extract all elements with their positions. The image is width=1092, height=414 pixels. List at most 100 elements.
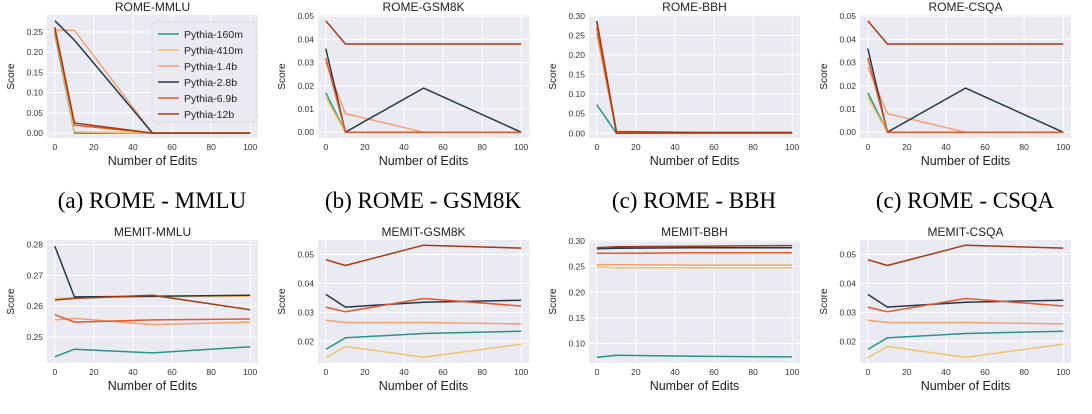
subfigure-caption: (c) ROME - BBH xyxy=(612,188,776,213)
y-tick-label: 0.01 xyxy=(297,104,314,114)
y-tick-label: 0.04 xyxy=(297,278,314,288)
chart-title: ROME-CSQA xyxy=(928,0,1002,14)
x-tick-label: 0 xyxy=(865,142,870,152)
x-tick-label: 60 xyxy=(980,142,990,152)
y-tick-label: 0.05 xyxy=(297,11,314,21)
series-line-pythia-1-4b xyxy=(325,319,522,325)
subfigure-caption: (c) ROME - CSQA xyxy=(876,188,1055,213)
x-tick-label: 80 xyxy=(206,142,216,152)
y-tick-label: 0.03 xyxy=(297,58,314,68)
y-tick-label: 0.01 xyxy=(839,104,856,114)
series-line-pythia-160m xyxy=(325,330,522,351)
x-tick-label: 0 xyxy=(323,142,328,152)
chart-panel-5: 0 20 40 60 80 100 0.25 0.26 0.27 0.28 MEMIT-MMLU Nu… xyxy=(6,225,258,393)
series-line-pythia-410m xyxy=(325,343,522,359)
series-line-pythia-160m xyxy=(54,345,251,358)
y-axis-label: Score xyxy=(6,288,17,315)
x-tick-label: 40 xyxy=(670,142,680,152)
x-tick-label: 100 xyxy=(785,367,799,377)
legend-entry: Pythia-2.8b xyxy=(184,77,237,89)
x-tick-label: 20 xyxy=(902,142,912,152)
y-tick-label: 0.10 xyxy=(568,89,585,99)
x-tick-label: 100 xyxy=(1056,367,1070,377)
x-tick-label: 0 xyxy=(594,142,599,152)
x-tick-label: 100 xyxy=(785,142,799,152)
y-tick-label: 0.04 xyxy=(297,34,314,44)
subfigure-caption: (a) ROME - MMLU xyxy=(58,188,247,213)
x-tick-label: 0 xyxy=(594,367,599,377)
y-tick-label: 0.10 xyxy=(26,88,43,98)
y-axis-label: Score xyxy=(548,63,559,90)
y-tick-label: 0.05 xyxy=(26,108,43,118)
x-tick-label: 100 xyxy=(243,142,257,152)
series-line-pythia-12b xyxy=(867,20,1064,45)
y-axis-label: Score xyxy=(819,288,830,315)
x-axis-label: Number of Edits xyxy=(921,154,1011,168)
x-tick-label: 40 xyxy=(941,367,951,377)
series-line-pythia-2-8b xyxy=(325,48,522,133)
subfigure-caption: (b) ROME - GSM8K xyxy=(325,188,522,213)
x-tick-label: 60 xyxy=(438,367,448,377)
chart-title: MEMIT-GSM8K xyxy=(381,225,465,239)
series-line-pythia-6-9b xyxy=(867,57,1064,133)
chart-title: ROME-GSM8K xyxy=(382,0,464,14)
x-tick-label: 20 xyxy=(631,367,641,377)
series-line-pythia-1-4b xyxy=(596,263,793,266)
y-tick-label: 0.05 xyxy=(839,249,856,259)
x-tick-label: 60 xyxy=(167,367,177,377)
x-axis-label: Number of Edits xyxy=(379,379,469,393)
series-line-pythia-6-9b xyxy=(596,252,793,255)
x-axis-label: Number of Edits xyxy=(379,154,469,168)
series-line-pythia-12b xyxy=(325,244,522,267)
x-tick-label: 80 xyxy=(748,142,758,152)
y-tick-label: 0.25 xyxy=(568,262,585,272)
series-line-pythia-12b xyxy=(867,244,1064,267)
y-axis-label: Score xyxy=(548,288,559,315)
series-line-pythia-410m xyxy=(867,343,1064,359)
legend-entry: Pythia-410m xyxy=(184,45,243,57)
y-tick-label: 0.05 xyxy=(568,109,585,119)
x-axis-label: Number of Edits xyxy=(650,154,740,168)
y-tick-label: 0.20 xyxy=(568,50,585,60)
y-tick-label: 0.00 xyxy=(26,128,43,138)
y-tick-label: 0.05 xyxy=(839,11,856,21)
series-line-pythia-2-8b xyxy=(596,246,793,250)
y-tick-label: 0.20 xyxy=(26,47,43,57)
y-tick-label: 0.25 xyxy=(26,27,43,37)
x-axis-label: Number of Edits xyxy=(921,379,1011,393)
series-line-pythia-12b xyxy=(596,244,793,249)
x-axis-label: Number of Edits xyxy=(108,379,198,393)
y-tick-label: 0.00 xyxy=(297,127,314,137)
chart-title: MEMIT-MMLU xyxy=(114,225,191,239)
y-tick-label: 0.03 xyxy=(297,307,314,317)
y-tick-label: 0.02 xyxy=(297,336,314,346)
x-tick-label: 100 xyxy=(1056,142,1070,152)
x-tick-label: 100 xyxy=(243,367,257,377)
x-tick-label: 0 xyxy=(865,367,870,377)
x-tick-label: 60 xyxy=(709,367,719,377)
chart-panel-4: 0 20 40 60 80 100 0.00 0.01 0.02 0.03 0.04 0.05 ROME… xyxy=(819,0,1071,168)
x-tick-label: 60 xyxy=(709,142,719,152)
series-line-pythia-160m xyxy=(867,330,1064,351)
chart-title: MEMIT-CSQA xyxy=(927,225,1003,239)
x-tick-label: 60 xyxy=(980,367,990,377)
x-tick-label: 100 xyxy=(514,142,528,152)
y-tick-label: 0.27 xyxy=(26,270,43,280)
legend-box xyxy=(151,21,257,123)
plot-area xyxy=(47,240,258,363)
x-tick-label: 20 xyxy=(360,142,370,152)
x-tick-label: 60 xyxy=(438,142,448,152)
y-tick-label: 0.05 xyxy=(297,249,314,259)
y-tick-label: 0.00 xyxy=(839,127,856,137)
series-line-pythia-1-4b xyxy=(867,319,1064,325)
x-tick-label: 0 xyxy=(323,367,328,377)
series-line-pythia-12b xyxy=(325,20,522,45)
x-axis-label: Number of Edits xyxy=(108,154,198,168)
y-axis-label: Score xyxy=(277,63,288,90)
x-tick-label: 40 xyxy=(128,142,138,152)
y-tick-label: 0.25 xyxy=(26,332,43,342)
y-tick-label: 0.04 xyxy=(839,34,856,44)
x-axis-label: Number of Edits xyxy=(650,379,740,393)
y-tick-label: 0.15 xyxy=(568,70,585,80)
